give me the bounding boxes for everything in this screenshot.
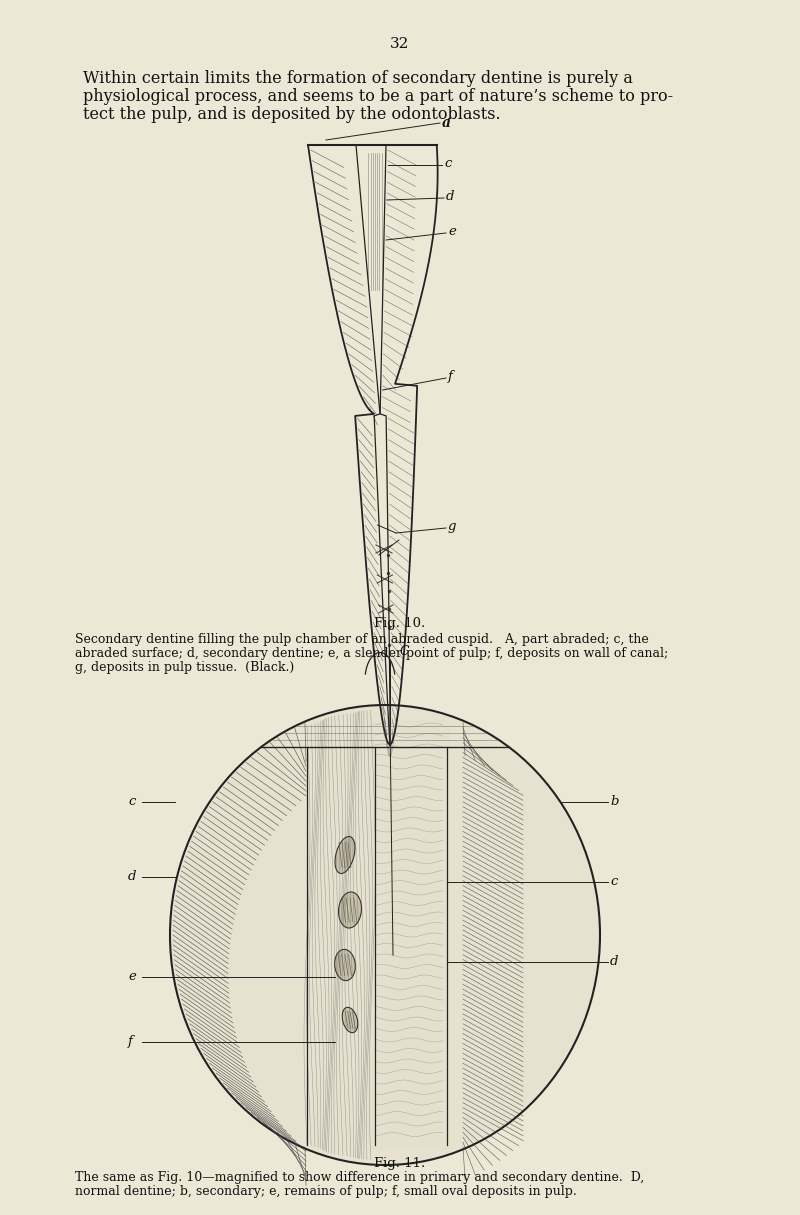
- Text: Fig. 11.: Fig. 11.: [374, 1157, 426, 1170]
- Text: physiological process, and seems to be a part of nature’s scheme to pro-: physiological process, and seems to be a…: [83, 87, 673, 104]
- Ellipse shape: [338, 892, 362, 928]
- Text: g, deposits in pulp tissue.  (Black.): g, deposits in pulp tissue. (Black.): [75, 661, 294, 674]
- Text: a: a: [442, 115, 451, 130]
- Text: abraded surface; d, secondary dentine; e, a slender point of pulp; f, deposits o: abraded surface; d, secondary dentine; e…: [75, 648, 668, 660]
- Text: Within certain limits the formation of secondary dentine is purely a: Within certain limits the formation of s…: [83, 70, 633, 87]
- Text: d: d: [446, 190, 454, 203]
- Text: Secondary dentine filling the pulp chamber of an abraded cuspid.   A, part abrad: Secondary dentine filling the pulp chamb…: [75, 633, 649, 646]
- Text: d: d: [610, 955, 618, 968]
- Ellipse shape: [170, 705, 600, 1165]
- FancyBboxPatch shape: [368, 720, 450, 1151]
- Text: e: e: [128, 970, 136, 983]
- Text: tect the pulp, and is deposited by the odontoblasts.: tect the pulp, and is deposited by the o…: [83, 106, 501, 123]
- Text: b: b: [610, 795, 618, 808]
- Text: The same as Fig. 10—magnified to show difference in primary and secondary dentin: The same as Fig. 10—magnified to show di…: [75, 1171, 644, 1183]
- Text: f: f: [128, 1035, 133, 1049]
- Text: f: f: [448, 371, 453, 383]
- Text: c: c: [128, 795, 135, 808]
- Text: 32: 32: [390, 36, 410, 51]
- Text: C: C: [400, 645, 410, 659]
- Text: c: c: [610, 875, 618, 888]
- Text: g: g: [448, 520, 457, 533]
- Ellipse shape: [342, 1007, 358, 1033]
- Text: e: e: [448, 225, 456, 238]
- Text: c: c: [444, 157, 451, 170]
- Text: Fig. 10.: Fig. 10.: [374, 617, 426, 631]
- Text: d: d: [128, 870, 137, 883]
- Ellipse shape: [334, 949, 355, 981]
- Text: normal dentine; b, secondary; e, remains of pulp; f, small oval deposits in pulp: normal dentine; b, secondary; e, remains…: [75, 1185, 577, 1198]
- Ellipse shape: [335, 836, 355, 874]
